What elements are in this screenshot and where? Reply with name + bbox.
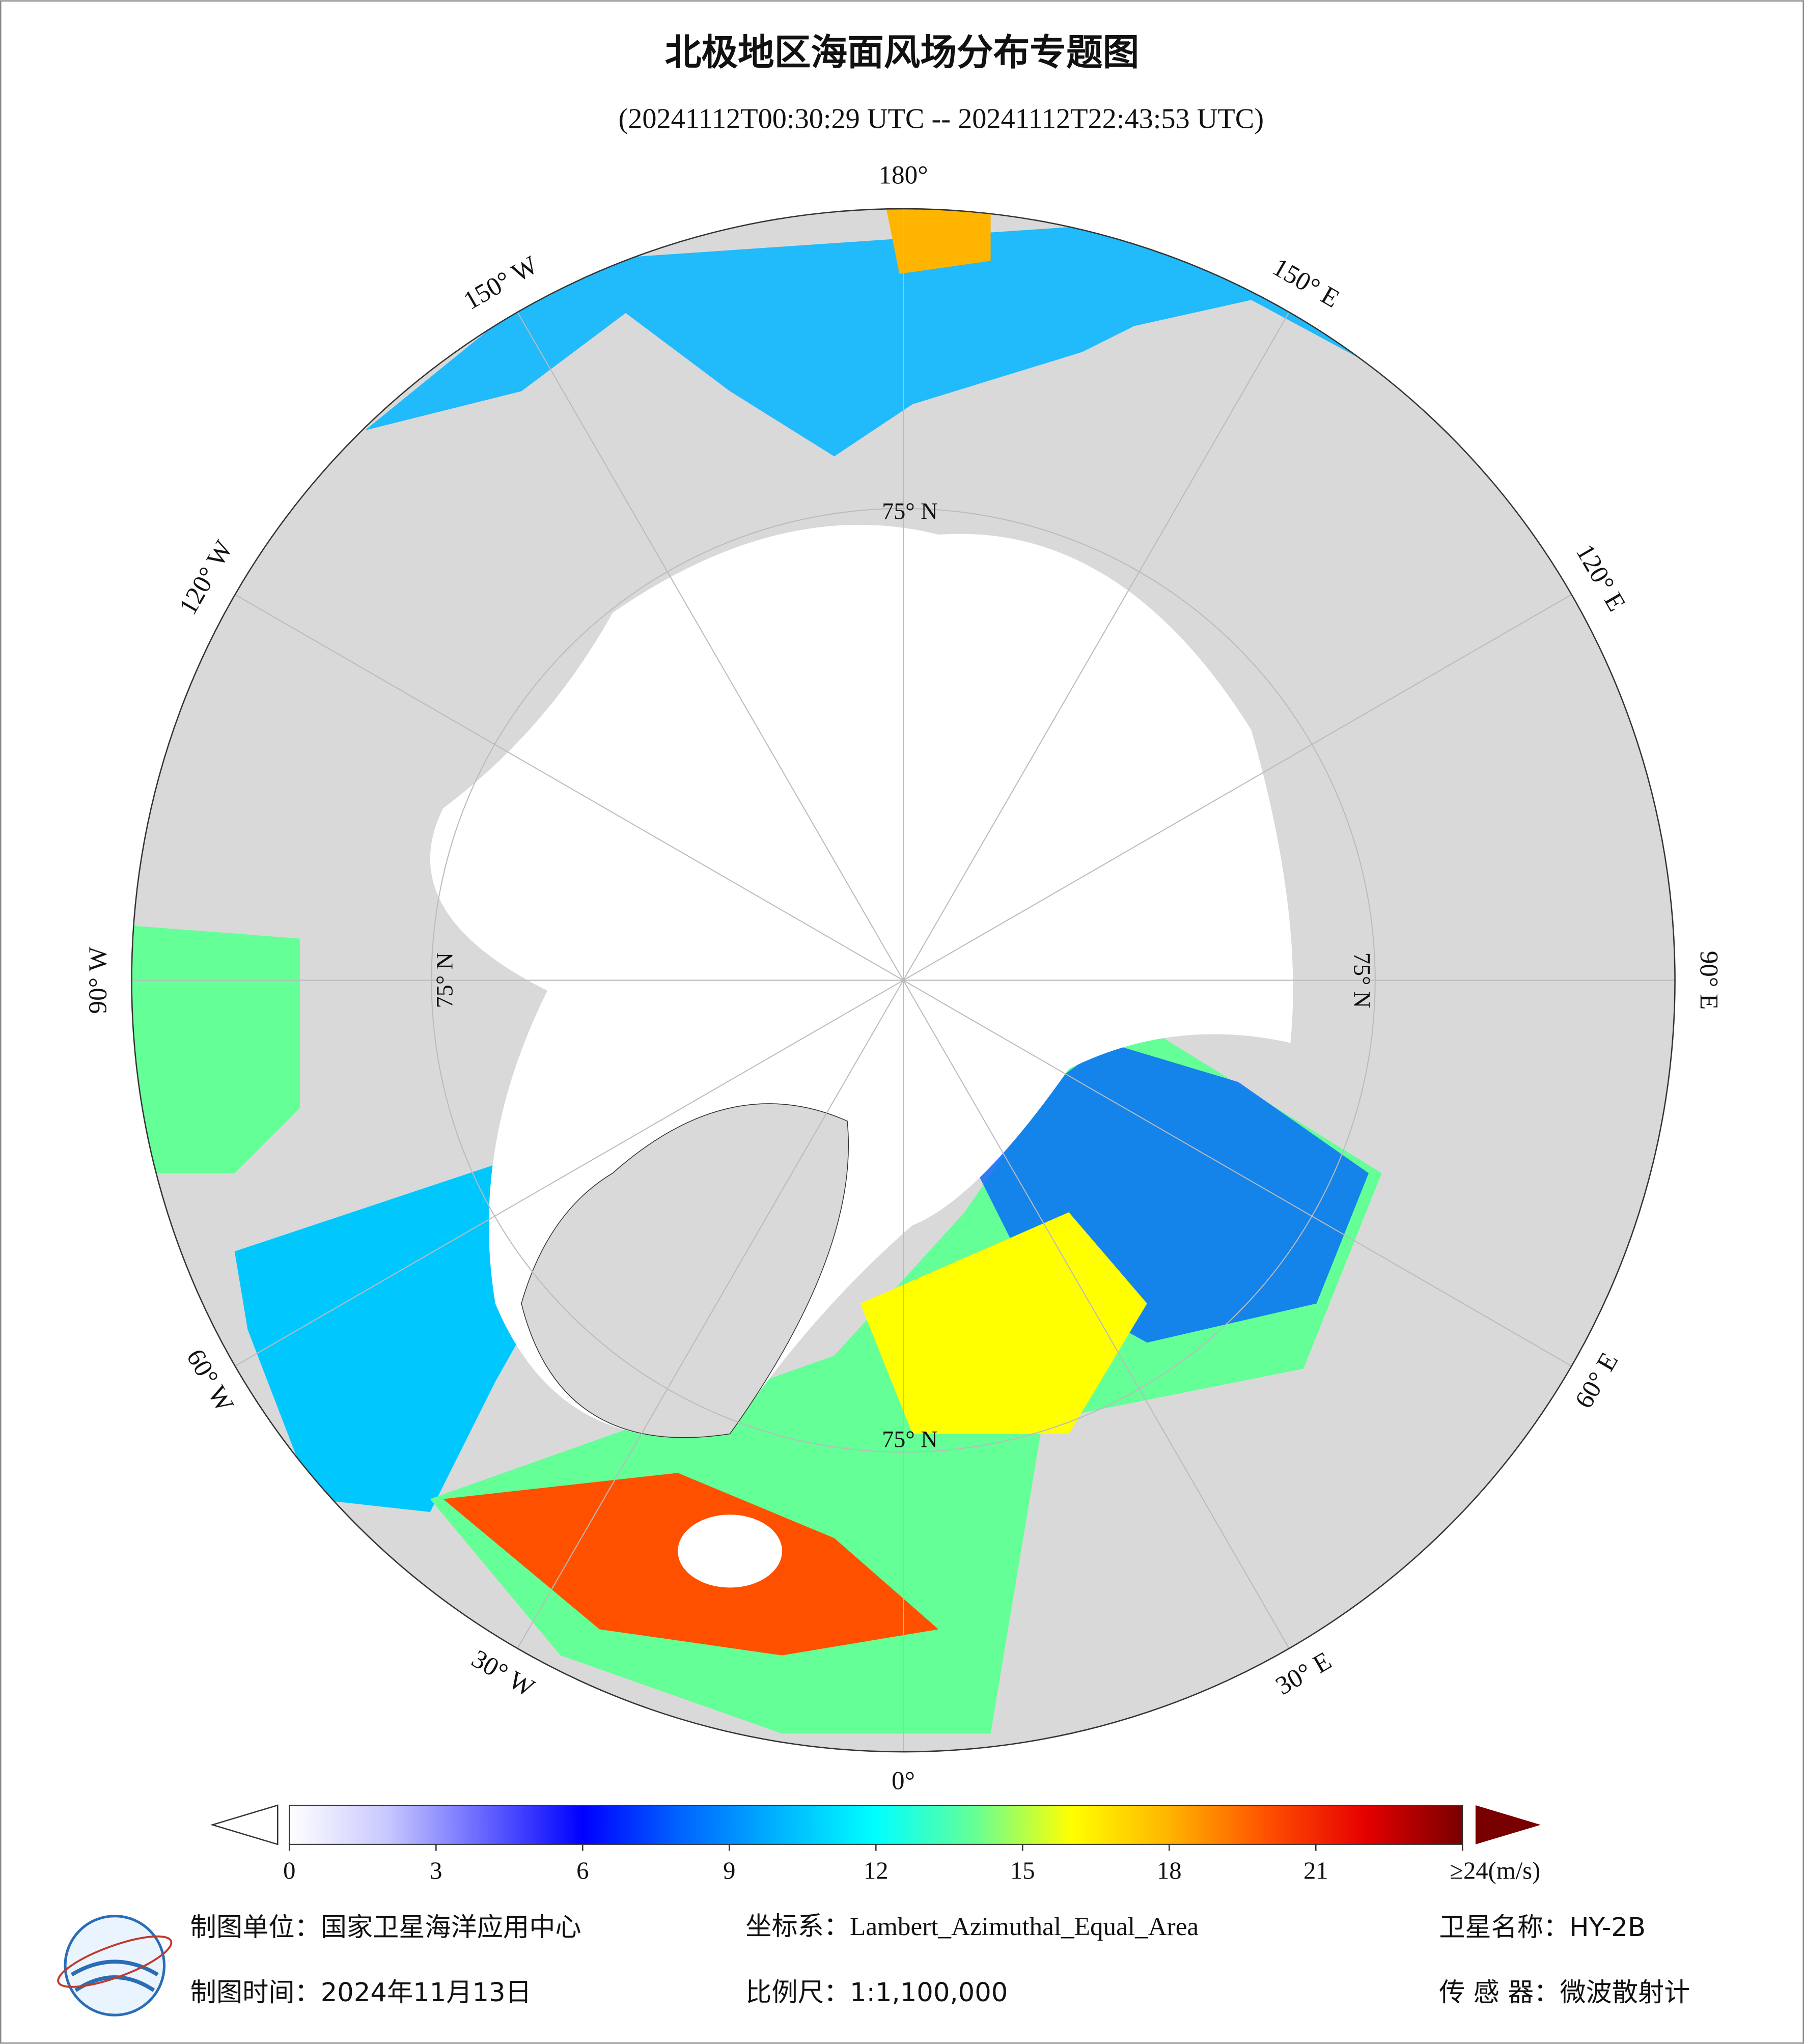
colorbar-ticks: 0 3 6 9 12 15 18 21 ≥24(m/s): [283, 1844, 1540, 1884]
colorbar-tick-label: 21: [1303, 1857, 1328, 1884]
latitude-label: 75° N: [432, 953, 458, 1008]
longitude-label: 90° E: [1694, 951, 1723, 1010]
wind-high: [886, 209, 991, 274]
colorbar-low: [210, 1804, 279, 1845]
logo: [57, 1915, 173, 2017]
wind-norwegian: [860, 1212, 1147, 1434]
colorbar-high: [1475, 1805, 1541, 1844]
colorbar: [289, 1805, 1463, 1845]
wind-pacific: [365, 221, 1421, 457]
colorbar-tick-label: 9: [723, 1857, 735, 1884]
colorbar-tick-label: 3: [430, 1857, 442, 1884]
footer-unit: 制图单位：国家卫星海洋应用中心: [190, 1912, 581, 1943]
meridian: [517, 312, 904, 981]
colorbar-tick-label: 6: [576, 1857, 589, 1884]
footer-date: 制图时间：2024年11月13日: [190, 1977, 532, 2008]
graticule: [131, 209, 1675, 1752]
iceland: [678, 1515, 782, 1588]
colorbar-tick-label: 12: [864, 1857, 889, 1884]
meridian: [903, 594, 1572, 981]
latitude-label: 75° N: [882, 498, 937, 524]
meridian: [235, 594, 904, 981]
meridian: [517, 980, 904, 1649]
footer-scale: 比例尺：1:1,100,000: [745, 1977, 1008, 2008]
footer-sensor: 传 感 器：微波散射计: [1439, 1977, 1690, 2008]
meridian: [903, 979, 1572, 1367]
title: 北极地区海面风场分布专题图: [665, 31, 1140, 74]
meridian: [235, 979, 904, 1367]
meridian: [903, 312, 1290, 981]
longitude-label: 90° W: [84, 946, 113, 1014]
colorbar-tick-label: ≥24(m/s): [1450, 1857, 1540, 1884]
wind-hudson: [131, 926, 300, 1173]
map-border: [131, 208, 1676, 1753]
subtitle: (20241112T00:30:29 UTC -- 20241112T22:43…: [618, 103, 1264, 134]
footer-crs: 坐标系：Lambert_Azimuthal_Equal_Area: [745, 1912, 1199, 1941]
latitude-label: 75° N: [882, 1426, 937, 1452]
meridian: [903, 980, 1290, 1649]
longitude-label: 0°: [892, 1766, 915, 1795]
latitude-label: 75° N: [1349, 953, 1375, 1008]
greenland: [521, 1103, 849, 1438]
colorbar-tick-label: 18: [1157, 1857, 1182, 1884]
colorbar-tick-label: 0: [283, 1857, 295, 1884]
longitude-label: 180°: [878, 160, 928, 189]
colorbar-tick-label: 15: [1010, 1857, 1035, 1884]
footer-satellite: 卫星名称：HY-2B: [1439, 1912, 1646, 1943]
